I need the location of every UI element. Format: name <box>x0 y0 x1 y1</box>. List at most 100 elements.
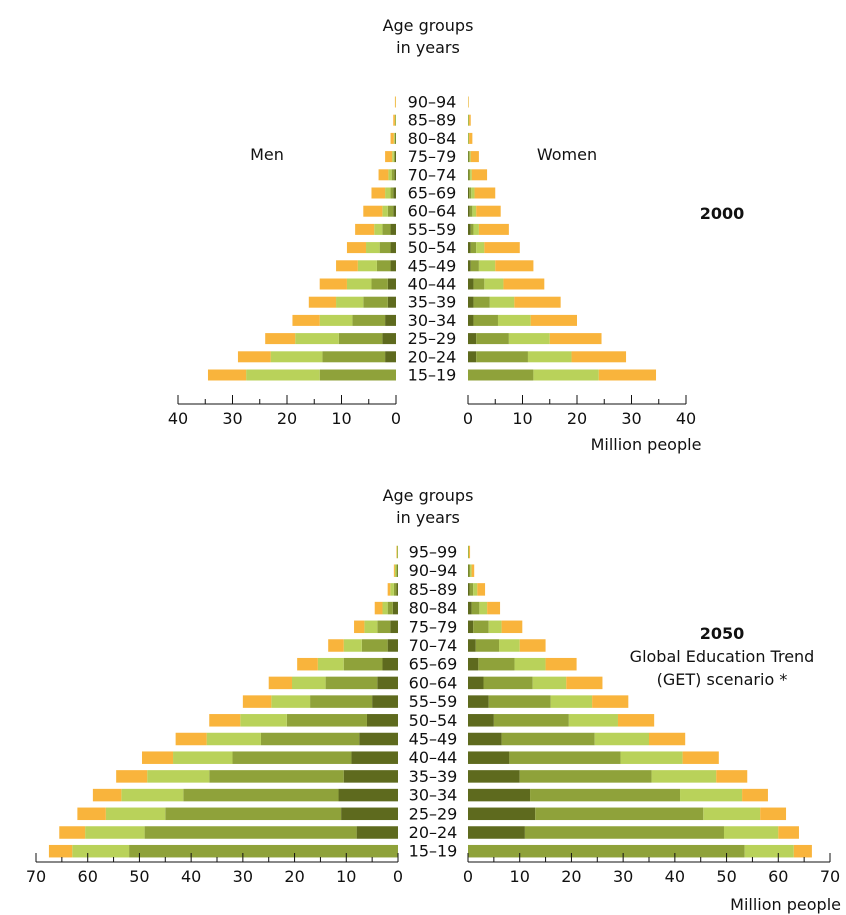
women-bar-segment <box>649 732 686 746</box>
age-group-label: 15–19 <box>408 366 457 385</box>
men-bar-segment <box>390 187 394 199</box>
women-bar-segment <box>468 545 470 559</box>
men-bar-segment <box>378 169 389 181</box>
women-bar-segment <box>519 770 652 783</box>
men-bar-segment <box>364 620 378 634</box>
men-bar-segment <box>319 369 396 381</box>
women-bar-segment <box>514 657 546 671</box>
men-bar-segment <box>356 826 398 839</box>
women-bar-segment <box>468 732 502 746</box>
women-bar-segment <box>468 601 472 615</box>
women-bar-segment <box>497 314 531 326</box>
women-bar-segment <box>472 205 477 217</box>
men-bar-segment <box>382 223 391 235</box>
men-bar-segment <box>144 826 357 839</box>
women-bar-segment <box>471 564 475 577</box>
women-tick-label: 10 <box>510 867 530 886</box>
men-bar-segment <box>387 601 393 615</box>
women-bar-segment <box>476 333 509 345</box>
women-bar-segment <box>469 545 471 559</box>
women-bar-segment <box>571 351 627 363</box>
women-bar-segment <box>468 657 479 671</box>
scenario-label-line1: Global Education Trend <box>630 647 815 666</box>
men-bar-segment <box>390 223 396 235</box>
axes-group: 15–1920–2425–2930–3435–3940–4445–4950–54… <box>168 93 696 429</box>
women-bar-segment <box>470 223 474 235</box>
women-bar-segment <box>508 333 550 345</box>
age-axis-title-line2: in years <box>396 508 460 527</box>
women-bar-segment <box>742 788 768 802</box>
men-bar-segment <box>317 657 344 671</box>
women-tick-label: 30 <box>613 867 633 886</box>
men-bar-segment <box>121 788 184 802</box>
women-bar-segment <box>473 296 490 308</box>
women-bar-segment <box>471 187 475 199</box>
women-bar-segment <box>468 545 469 559</box>
women-bar-segment <box>468 583 470 596</box>
women-bar-segment <box>468 639 476 652</box>
age-group-label: 95–99 <box>409 543 458 562</box>
men-bar-segment <box>322 351 386 363</box>
men-bar-segment <box>385 314 396 326</box>
women-bar-segment <box>501 620 523 634</box>
women-bar-segment <box>468 369 534 381</box>
women-bar-segment <box>473 583 478 596</box>
men-bar-segment <box>393 151 395 163</box>
men-bar-segment <box>366 714 398 727</box>
women-bar-segment <box>533 369 599 381</box>
age-axis-title-line1: Age groups <box>383 486 474 505</box>
men-bar-segment <box>237 351 271 363</box>
women-bar-segment <box>476 351 528 363</box>
scenario-label-line2: (GET) scenario * <box>657 670 788 689</box>
age-group-label: 30–34 <box>408 311 457 330</box>
women-bar-segment <box>501 732 595 746</box>
women-bar-segment <box>617 714 655 727</box>
age-group-label: 75–79 <box>408 147 457 166</box>
year-label-2000: 2000 <box>700 204 745 223</box>
men-bar-segment <box>392 151 394 163</box>
age-group-label: 55–59 <box>408 220 457 239</box>
women-bar-segment <box>468 132 469 144</box>
men-bar-segment <box>77 807 106 821</box>
panel-2000: Age groups in years Men Women 2000 Milli… <box>168 16 744 454</box>
women-bar-segment <box>468 564 471 577</box>
men-bar-segment <box>129 844 399 858</box>
men-bar-segment <box>270 351 323 363</box>
women-bar-segment <box>468 333 477 345</box>
age-group-label: 90–94 <box>409 561 458 580</box>
men-bar-segment <box>396 583 398 596</box>
women-tick-label: 60 <box>768 867 788 886</box>
men-bar-segment <box>59 826 86 839</box>
age-group-label: 65–69 <box>409 655 458 674</box>
men-tick-label: 0 <box>393 867 403 886</box>
men-bar-segment <box>385 151 393 163</box>
men-bar-segment <box>319 278 347 290</box>
men-bar-segment <box>382 657 398 671</box>
women-bar-segment <box>594 732 649 746</box>
women-bar-segment <box>469 205 473 217</box>
men-bar-segment <box>328 639 344 652</box>
women-bar-segment <box>530 314 577 326</box>
women-label: Women <box>537 145 597 164</box>
women-bar-segment <box>468 676 484 690</box>
men-bar-segment <box>325 676 378 690</box>
men-bar-segment <box>372 695 398 708</box>
women-bar-segment <box>478 260 496 272</box>
men-bar-segment <box>395 114 396 126</box>
men-bar-segment <box>374 601 383 615</box>
age-group-label: 40–44 <box>408 275 457 294</box>
men-bar-segment <box>387 583 391 596</box>
men-bar-segment <box>175 732 207 746</box>
men-bar-segment <box>382 333 396 345</box>
men-bar-segment <box>387 205 394 217</box>
men-bar-segment <box>271 695 311 708</box>
age-group-label: 35–39 <box>409 767 458 786</box>
women-bar-segment <box>468 788 531 802</box>
men-bar-segment <box>394 114 396 126</box>
women-bar-segment <box>469 187 472 199</box>
women-bar-segment <box>483 676 533 690</box>
women-tick-label: 30 <box>621 409 641 428</box>
age-group-label: 40–44 <box>409 748 458 767</box>
men-bar-segment <box>116 770 148 783</box>
women-bar-segment <box>495 260 534 272</box>
